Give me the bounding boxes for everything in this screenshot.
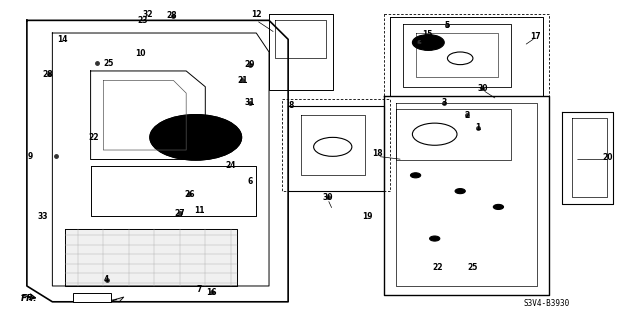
Polygon shape xyxy=(111,297,124,302)
Text: 19: 19 xyxy=(362,212,373,221)
Text: 27: 27 xyxy=(175,209,185,218)
Text: 9: 9 xyxy=(28,152,33,161)
Text: S3V4-B3930: S3V4-B3930 xyxy=(524,299,570,308)
Circle shape xyxy=(150,115,242,160)
Text: 31: 31 xyxy=(244,98,255,107)
Text: 16: 16 xyxy=(207,288,217,297)
Text: 25: 25 xyxy=(103,59,114,68)
Text: 3: 3 xyxy=(442,98,447,107)
Circle shape xyxy=(191,135,201,140)
Text: 11: 11 xyxy=(194,206,204,215)
Text: 30: 30 xyxy=(323,193,333,202)
Text: 20: 20 xyxy=(603,153,613,162)
Text: 7: 7 xyxy=(196,285,202,294)
Circle shape xyxy=(493,204,504,210)
Text: 4: 4 xyxy=(104,275,109,284)
Text: 22: 22 xyxy=(88,133,99,142)
Text: 13: 13 xyxy=(413,38,424,47)
Text: 10: 10 xyxy=(135,49,145,58)
Text: 14: 14 xyxy=(57,35,67,44)
Text: FR.: FR. xyxy=(20,294,37,303)
Text: 24: 24 xyxy=(225,161,236,170)
Text: 30: 30 xyxy=(477,84,488,93)
Text: 33: 33 xyxy=(38,212,48,221)
Text: 6: 6 xyxy=(247,177,253,186)
Text: 1: 1 xyxy=(476,123,481,132)
Circle shape xyxy=(412,34,444,50)
Text: 28: 28 xyxy=(42,70,52,78)
Polygon shape xyxy=(65,229,237,286)
Circle shape xyxy=(455,189,465,194)
Text: 8: 8 xyxy=(289,101,294,110)
Circle shape xyxy=(429,236,440,241)
Text: 21: 21 xyxy=(237,76,248,85)
Text: 25: 25 xyxy=(468,263,478,271)
Text: 12: 12 xyxy=(251,10,262,19)
FancyBboxPatch shape xyxy=(74,293,111,302)
Text: 23: 23 xyxy=(138,16,148,25)
Text: 29: 29 xyxy=(244,60,255,69)
Circle shape xyxy=(410,173,420,178)
Text: B-36: B-36 xyxy=(81,293,102,302)
Text: 17: 17 xyxy=(530,32,541,41)
Text: 32: 32 xyxy=(143,10,153,19)
Text: 28: 28 xyxy=(167,11,177,20)
Text: 15: 15 xyxy=(422,30,432,39)
Text: 18: 18 xyxy=(372,149,383,158)
Text: 2: 2 xyxy=(464,111,469,120)
Text: 22: 22 xyxy=(433,263,443,271)
Text: 26: 26 xyxy=(184,190,195,199)
Text: 5: 5 xyxy=(445,21,450,30)
